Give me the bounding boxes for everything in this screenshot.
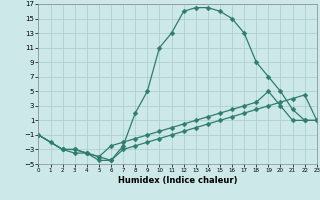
X-axis label: Humidex (Indice chaleur): Humidex (Indice chaleur) — [118, 176, 237, 185]
